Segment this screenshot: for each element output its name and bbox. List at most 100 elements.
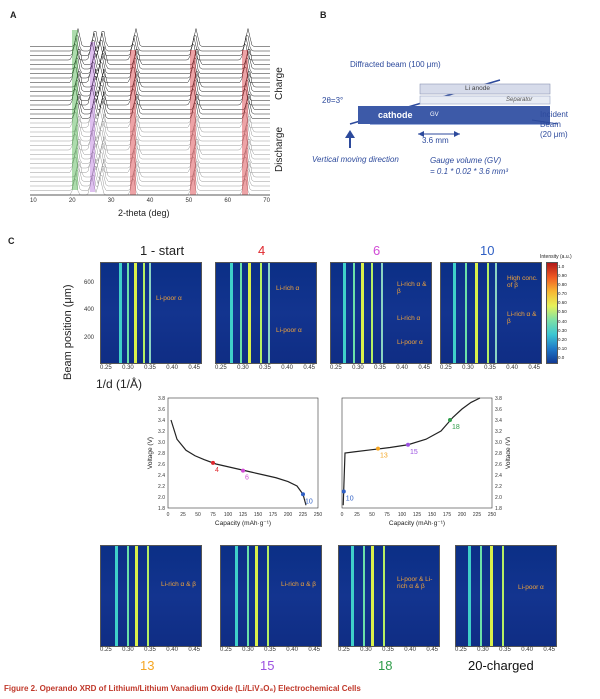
discharge-chart: 0 25 50 75 100 125 150 175 200 225 250 3.8 3.6 3.4 3.2… [147,396,322,527]
gauge-volume-line1: Gauge volume (GV) [430,156,502,165]
annotation: Li-rich α [397,315,421,322]
heatmap-xticks-13: 0.25 0.30 0.35 0.40 0.45 [100,647,200,653]
diffraction-pattern-line [30,41,270,61]
heatmap-bottom-15: Li-rich α & β [220,545,322,647]
chart-xtick: 75 [384,512,390,518]
incident-beam-line3: (20 μm) [540,130,568,139]
heatmap-xticks-20: 0.25 0.30 0.35 0.40 0.45 [455,647,555,653]
xtick: 0.30 [477,647,489,653]
cbar-tick: 0.50 [558,309,567,315]
annotation: High conc. of β [507,275,538,289]
chart-xtick: 250 [488,512,497,518]
xtick: 0.35 [264,647,276,653]
state-marker-label: 18 [452,424,460,431]
chart-frame [167,397,319,509]
two-theta-label: 2θ=3° [322,96,344,105]
chart-ylabel: Voltage (V) [147,437,154,469]
diffraction-pattern-line [30,163,270,182]
diffraction-pattern-line [30,37,270,56]
chart-xlabel: Capacity (mAh·g⁻¹) [215,520,271,527]
chart-ytick: 3.8 [495,396,502,402]
heatmap-top-1: Li-poor α [100,262,202,364]
chart-xlabel: Capacity (mAh·g⁻¹) [389,520,445,527]
chart-ytick: 3.6 [158,407,165,413]
schematic [300,20,595,200]
vertical-arrow-icon [345,130,355,138]
state-marker [241,468,245,473]
xtick: 0.30 [237,365,249,371]
cbar-tick: 0.20 [558,336,567,342]
heatmap-xticks-15: 0.25 0.30 0.35 0.40 0.45 [220,647,320,653]
voltage-curve [170,419,307,506]
heatmap-title-6: 6 [373,243,381,258]
chart-xtick: 25 [180,512,186,518]
xtick: 0.45 [188,365,200,371]
chart-ytick: 3.8 [158,396,165,402]
annotation: Li-poor α [276,327,302,334]
heatmap-xticks-1: 0.25 0.30 0.35 0.40 0.45 [100,365,200,371]
chart-ytick: 3.0 [495,440,502,446]
xtick: 0.25 [338,647,350,653]
xtick: 0.30 [352,365,364,371]
heatmap-title-4: 4 [258,243,266,258]
highlight-band-red-2 [190,50,196,195]
chart-ytick: 1.8 [158,506,165,512]
xtick: 0.35 [374,365,386,371]
cathode-label: cathode [378,110,413,120]
diffraction-pattern-line [30,113,270,133]
diffraction-pattern-line [30,68,270,88]
xtick: 0.25 [100,365,112,371]
xtick: 0.35 [382,647,394,653]
heatmap-title-10: 10 [480,243,495,258]
xrd-xtick: 60 [224,198,232,204]
chart-ytick: 3.6 [495,407,502,413]
colorbar [546,262,558,364]
xtick: 0.25 [220,647,232,653]
chart-ytick: 3.4 [158,418,165,424]
diffraction-pattern-line [30,73,270,92]
chart-ytick: 3.2 [495,429,502,435]
xtick: 0.35 [144,647,156,653]
chart-xtick: 100 [398,512,407,518]
inverse-d-label: 1/d (1/Å) [96,377,143,391]
xrd-xtick: 50 [185,198,193,204]
chart-ytick: 2.4 [495,473,502,479]
chart-ytick: 2.2 [495,484,502,490]
chart-ytick: 2.8 [158,451,165,457]
discharge-label-text: Discharge [274,126,285,172]
chart-xtick: 25 [354,512,360,518]
voltage-curve [342,397,481,506]
cbar-tick: 0.40 [558,318,567,324]
state-marker-label: 4 [215,467,219,474]
heatmap-title-1: 1 - start [140,243,185,258]
panel-label-b: B [320,10,327,20]
cbar-tick: 0.30 [558,327,567,333]
chart-xtick: 225 [473,512,482,518]
heatmap-xticks-6: 0.25 0.30 0.35 0.40 0.45 [330,365,430,371]
heatmap-top-10: High conc. of β Li-rich α & β [440,262,542,364]
panel-label-c: C [8,236,15,246]
highlight-band-red-1 [130,50,136,195]
incident-beam-line1: Incident [540,110,569,119]
xrd-xlabel: 2-theta (deg) [118,208,170,218]
panel-label-a: A [10,10,17,20]
charge-chart: 0 25 50 75 100 125 150 175 200 225 250 3.8 3.6 3.4 3.2… [341,396,510,527]
xtick: 0.40 [166,365,178,371]
annotation: Li-rich α & β [281,581,316,588]
beam-position-label: Beam position (μm) [62,284,74,380]
gauge-volume-line2: = 0.1 * 0.02 * 3.6 mm³ [430,167,509,176]
heatmap-xticks-4: 0.25 0.30 0.35 0.40 0.45 [215,365,315,371]
cathode-layer [358,106,550,124]
chart-xtick: 0 [341,512,344,518]
chart-xtick: 50 [369,512,375,518]
xtick: 0.25 [455,647,467,653]
xtick: 0.30 [360,647,372,653]
xtick: 0.30 [462,365,474,371]
diffraction-pattern-line [30,109,270,128]
heatmap-bottom-18: Li-poor & Li-rich α & β [338,545,440,647]
chart-frame [341,397,493,509]
diffraction-pattern-line [30,145,270,164]
colorbar-title: Intensity (a.u.) [540,254,572,260]
xrd-waterfall [30,20,270,200]
diffraction-pattern-line [30,100,270,119]
